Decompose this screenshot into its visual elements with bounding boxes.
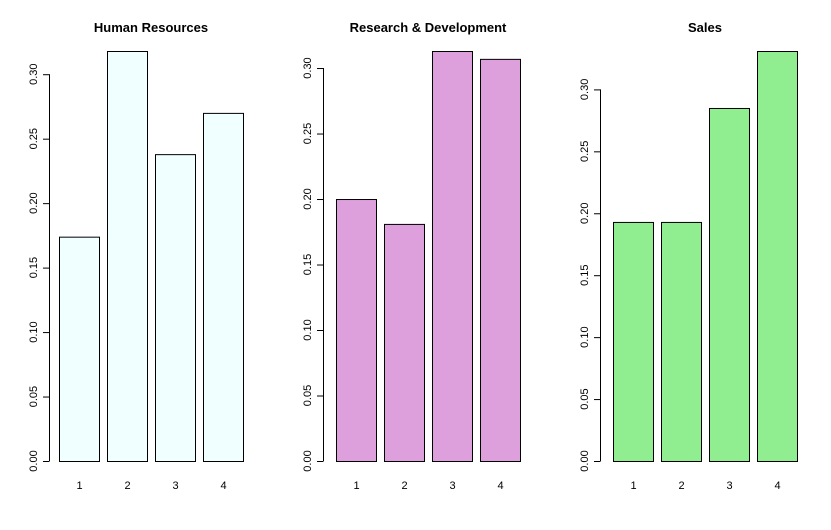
bar-3 bbox=[155, 154, 196, 462]
bar-2 bbox=[107, 51, 148, 462]
x-tick-label: 1 bbox=[353, 480, 359, 492]
y-tick-label: 0.00 bbox=[579, 450, 591, 471]
x-tick-label: 3 bbox=[449, 480, 455, 492]
x-tick-label: 2 bbox=[401, 480, 407, 492]
chart-title: Research & Development bbox=[350, 20, 507, 35]
x-tick-label: 1 bbox=[630, 480, 636, 492]
y-tick-label: 0.15 bbox=[28, 257, 40, 278]
chart-panel-2: Research & Development 1 2 3 4 0.00 0.05 0.10 0.… bbox=[302, 20, 521, 492]
bar-4 bbox=[203, 112, 244, 463]
bar-3 bbox=[432, 51, 473, 462]
y-tick-label: 0.30 bbox=[28, 63, 40, 84]
y-tick-label: 0.30 bbox=[579, 79, 591, 100]
bar-1 bbox=[613, 221, 654, 462]
bar-4 bbox=[757, 51, 798, 462]
y-tick-label: 0.20 bbox=[28, 192, 40, 213]
y-tick-label: 0.25 bbox=[302, 123, 314, 144]
y-tick-label: 0.10 bbox=[28, 321, 40, 342]
y-tick-label: 0.05 bbox=[579, 388, 591, 409]
y-tick-label: 0.05 bbox=[302, 385, 314, 406]
x-tick-label: 2 bbox=[124, 480, 130, 492]
y-tick-label: 0.25 bbox=[28, 128, 40, 149]
y-tick-label: 0.25 bbox=[579, 141, 591, 162]
x-tick-label: 1 bbox=[76, 480, 82, 492]
chart-panel-1: Human Resources 1 2 3 4 0.00 0.05 0.10 0.15 0.20 0… bbox=[28, 20, 244, 492]
x-tick-label: 3 bbox=[726, 480, 732, 492]
bar-1 bbox=[59, 236, 100, 462]
y-tick-label: 0.15 bbox=[579, 264, 591, 285]
y-tick-label: 0.05 bbox=[28, 386, 40, 407]
chart-title: Sales bbox=[688, 20, 722, 35]
bar-2 bbox=[384, 223, 425, 462]
y-tick-label: 0.20 bbox=[579, 203, 591, 224]
x-tick-label: 3 bbox=[172, 480, 178, 492]
y-tick-label: 0.20 bbox=[302, 188, 314, 209]
bar-4 bbox=[480, 58, 521, 462]
y-tick-label: 0.30 bbox=[302, 57, 314, 78]
bar-3 bbox=[709, 107, 750, 462]
x-tick-label: 4 bbox=[774, 480, 780, 492]
y-tick-label: 0.15 bbox=[302, 254, 314, 275]
x-tick-label: 4 bbox=[220, 480, 226, 492]
y-tick-label: 0.00 bbox=[302, 450, 314, 471]
bar-1 bbox=[336, 199, 377, 462]
y-tick-label: 0.00 bbox=[28, 450, 40, 471]
y-tick-label: 0.10 bbox=[302, 319, 314, 340]
chart-title: Human Resources bbox=[94, 20, 208, 35]
x-tick-label: 4 bbox=[497, 480, 503, 492]
y-tick-label: 0.10 bbox=[579, 326, 591, 347]
chart-panel-3: Sales 1 2 3 4 0.00 0.05 0.10 0.15 0.20 0.25 0.30 bbox=[579, 20, 798, 492]
bar-2 bbox=[661, 221, 702, 462]
x-tick-label: 2 bbox=[678, 480, 684, 492]
